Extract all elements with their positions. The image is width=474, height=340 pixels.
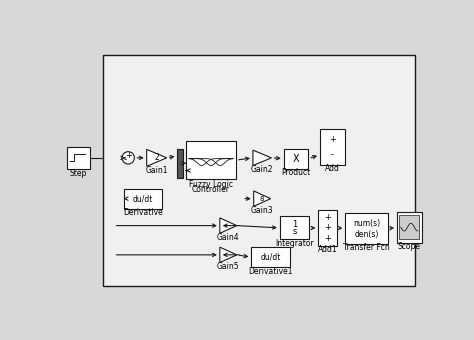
Bar: [319, 210, 337, 245]
Bar: [280, 216, 309, 239]
Bar: [66, 147, 90, 169]
Text: +: +: [324, 223, 331, 233]
Polygon shape: [146, 149, 167, 166]
Bar: [186, 141, 236, 180]
Bar: [103, 55, 415, 286]
Bar: [399, 215, 419, 239]
Text: +: +: [125, 151, 132, 160]
Text: Scope: Scope: [398, 242, 421, 251]
Text: Gain2: Gain2: [251, 165, 273, 174]
Text: num(s): num(s): [353, 219, 380, 228]
Text: +: +: [324, 213, 331, 222]
Text: 1: 1: [292, 220, 297, 230]
Bar: [320, 129, 345, 165]
Text: Integrator: Integrator: [275, 239, 314, 248]
Bar: [251, 247, 290, 267]
Text: Product: Product: [282, 168, 310, 177]
Bar: [284, 149, 309, 169]
Text: Derivative: Derivative: [123, 208, 163, 217]
Text: +: +: [329, 135, 336, 144]
Text: +: +: [324, 234, 331, 243]
Text: Controller: Controller: [192, 185, 230, 194]
Text: Transfer Fcn: Transfer Fcn: [343, 243, 390, 252]
Polygon shape: [220, 218, 237, 233]
Text: X: X: [293, 154, 300, 164]
Text: Derivative1: Derivative1: [248, 267, 293, 275]
Text: 2: 2: [155, 153, 159, 162]
Text: Gain5: Gain5: [217, 262, 240, 271]
Text: den(s): den(s): [355, 230, 379, 239]
Text: Gain1: Gain1: [146, 166, 168, 175]
Text: Step: Step: [70, 169, 87, 178]
Text: 8: 8: [260, 195, 264, 202]
Polygon shape: [220, 247, 237, 262]
Bar: [124, 189, 162, 209]
Text: Gain4: Gain4: [217, 233, 240, 242]
Polygon shape: [253, 150, 272, 166]
Text: Fuzzy Logic: Fuzzy Logic: [189, 180, 233, 188]
Text: Add1: Add1: [318, 245, 337, 254]
Text: du/dt: du/dt: [260, 253, 281, 262]
Text: s: s: [292, 227, 297, 236]
Bar: [397, 212, 421, 242]
Bar: [177, 149, 183, 178]
Text: -: -: [123, 155, 126, 165]
Bar: [346, 213, 388, 244]
Circle shape: [122, 152, 134, 164]
Text: -: -: [331, 150, 334, 159]
Polygon shape: [254, 191, 271, 206]
Text: Add: Add: [325, 164, 340, 173]
Text: Gain3: Gain3: [251, 206, 273, 215]
Text: du/dt: du/dt: [133, 194, 153, 203]
